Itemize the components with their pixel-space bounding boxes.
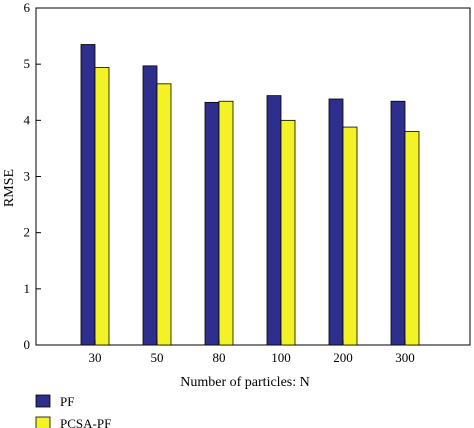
y-tick-label: 1 <box>24 281 31 296</box>
y-tick-label: 0 <box>24 337 31 352</box>
x-tick-label: 30 <box>89 350 102 365</box>
y-axis-title: RMSE <box>2 169 17 207</box>
bar-pf-80 <box>204 101 220 346</box>
bar-pcsa-pf-50 <box>156 83 172 346</box>
bar-pf-30 <box>80 44 96 346</box>
x-tick-label: 300 <box>395 350 415 365</box>
bar-pcsa-pf-80 <box>218 100 234 346</box>
y-tick-label: 4 <box>24 112 31 127</box>
x-tick-label: 200 <box>333 350 353 365</box>
x-axis: 30 50 80 100 200 300 <box>89 340 415 365</box>
bar-pf-50 <box>142 65 158 346</box>
x-axis-title: Number of particles: N <box>180 375 309 390</box>
y-axis: 0 1 2 3 4 5 6 <box>24 0 41 352</box>
x-tick-label: 80 <box>213 350 226 365</box>
x-tick-label: 50 <box>151 350 164 365</box>
y-tick-label: 6 <box>24 0 31 15</box>
legend-label: PCSA-PF <box>60 416 111 428</box>
bar-pf-100 <box>266 95 282 346</box>
x-tick-label: 100 <box>271 350 291 365</box>
bar-pcsa-pf-30 <box>94 67 110 346</box>
legend-swatch <box>35 394 51 408</box>
legend-label: PF <box>60 394 74 409</box>
plot-area <box>35 7 471 346</box>
legend: PF PCSA-PF <box>35 394 111 428</box>
y-tick-label: 3 <box>24 169 31 184</box>
bar-pcsa-pf-300 <box>404 131 420 346</box>
bar-pf-300 <box>390 100 406 346</box>
legend-swatch <box>35 416 51 428</box>
y-tick-label: 2 <box>24 225 31 240</box>
bar-pcsa-pf-200 <box>342 126 358 346</box>
bar-pf-200 <box>328 98 344 346</box>
bar-pcsa-pf-100 <box>280 119 296 346</box>
y-tick-label: 5 <box>24 56 31 71</box>
